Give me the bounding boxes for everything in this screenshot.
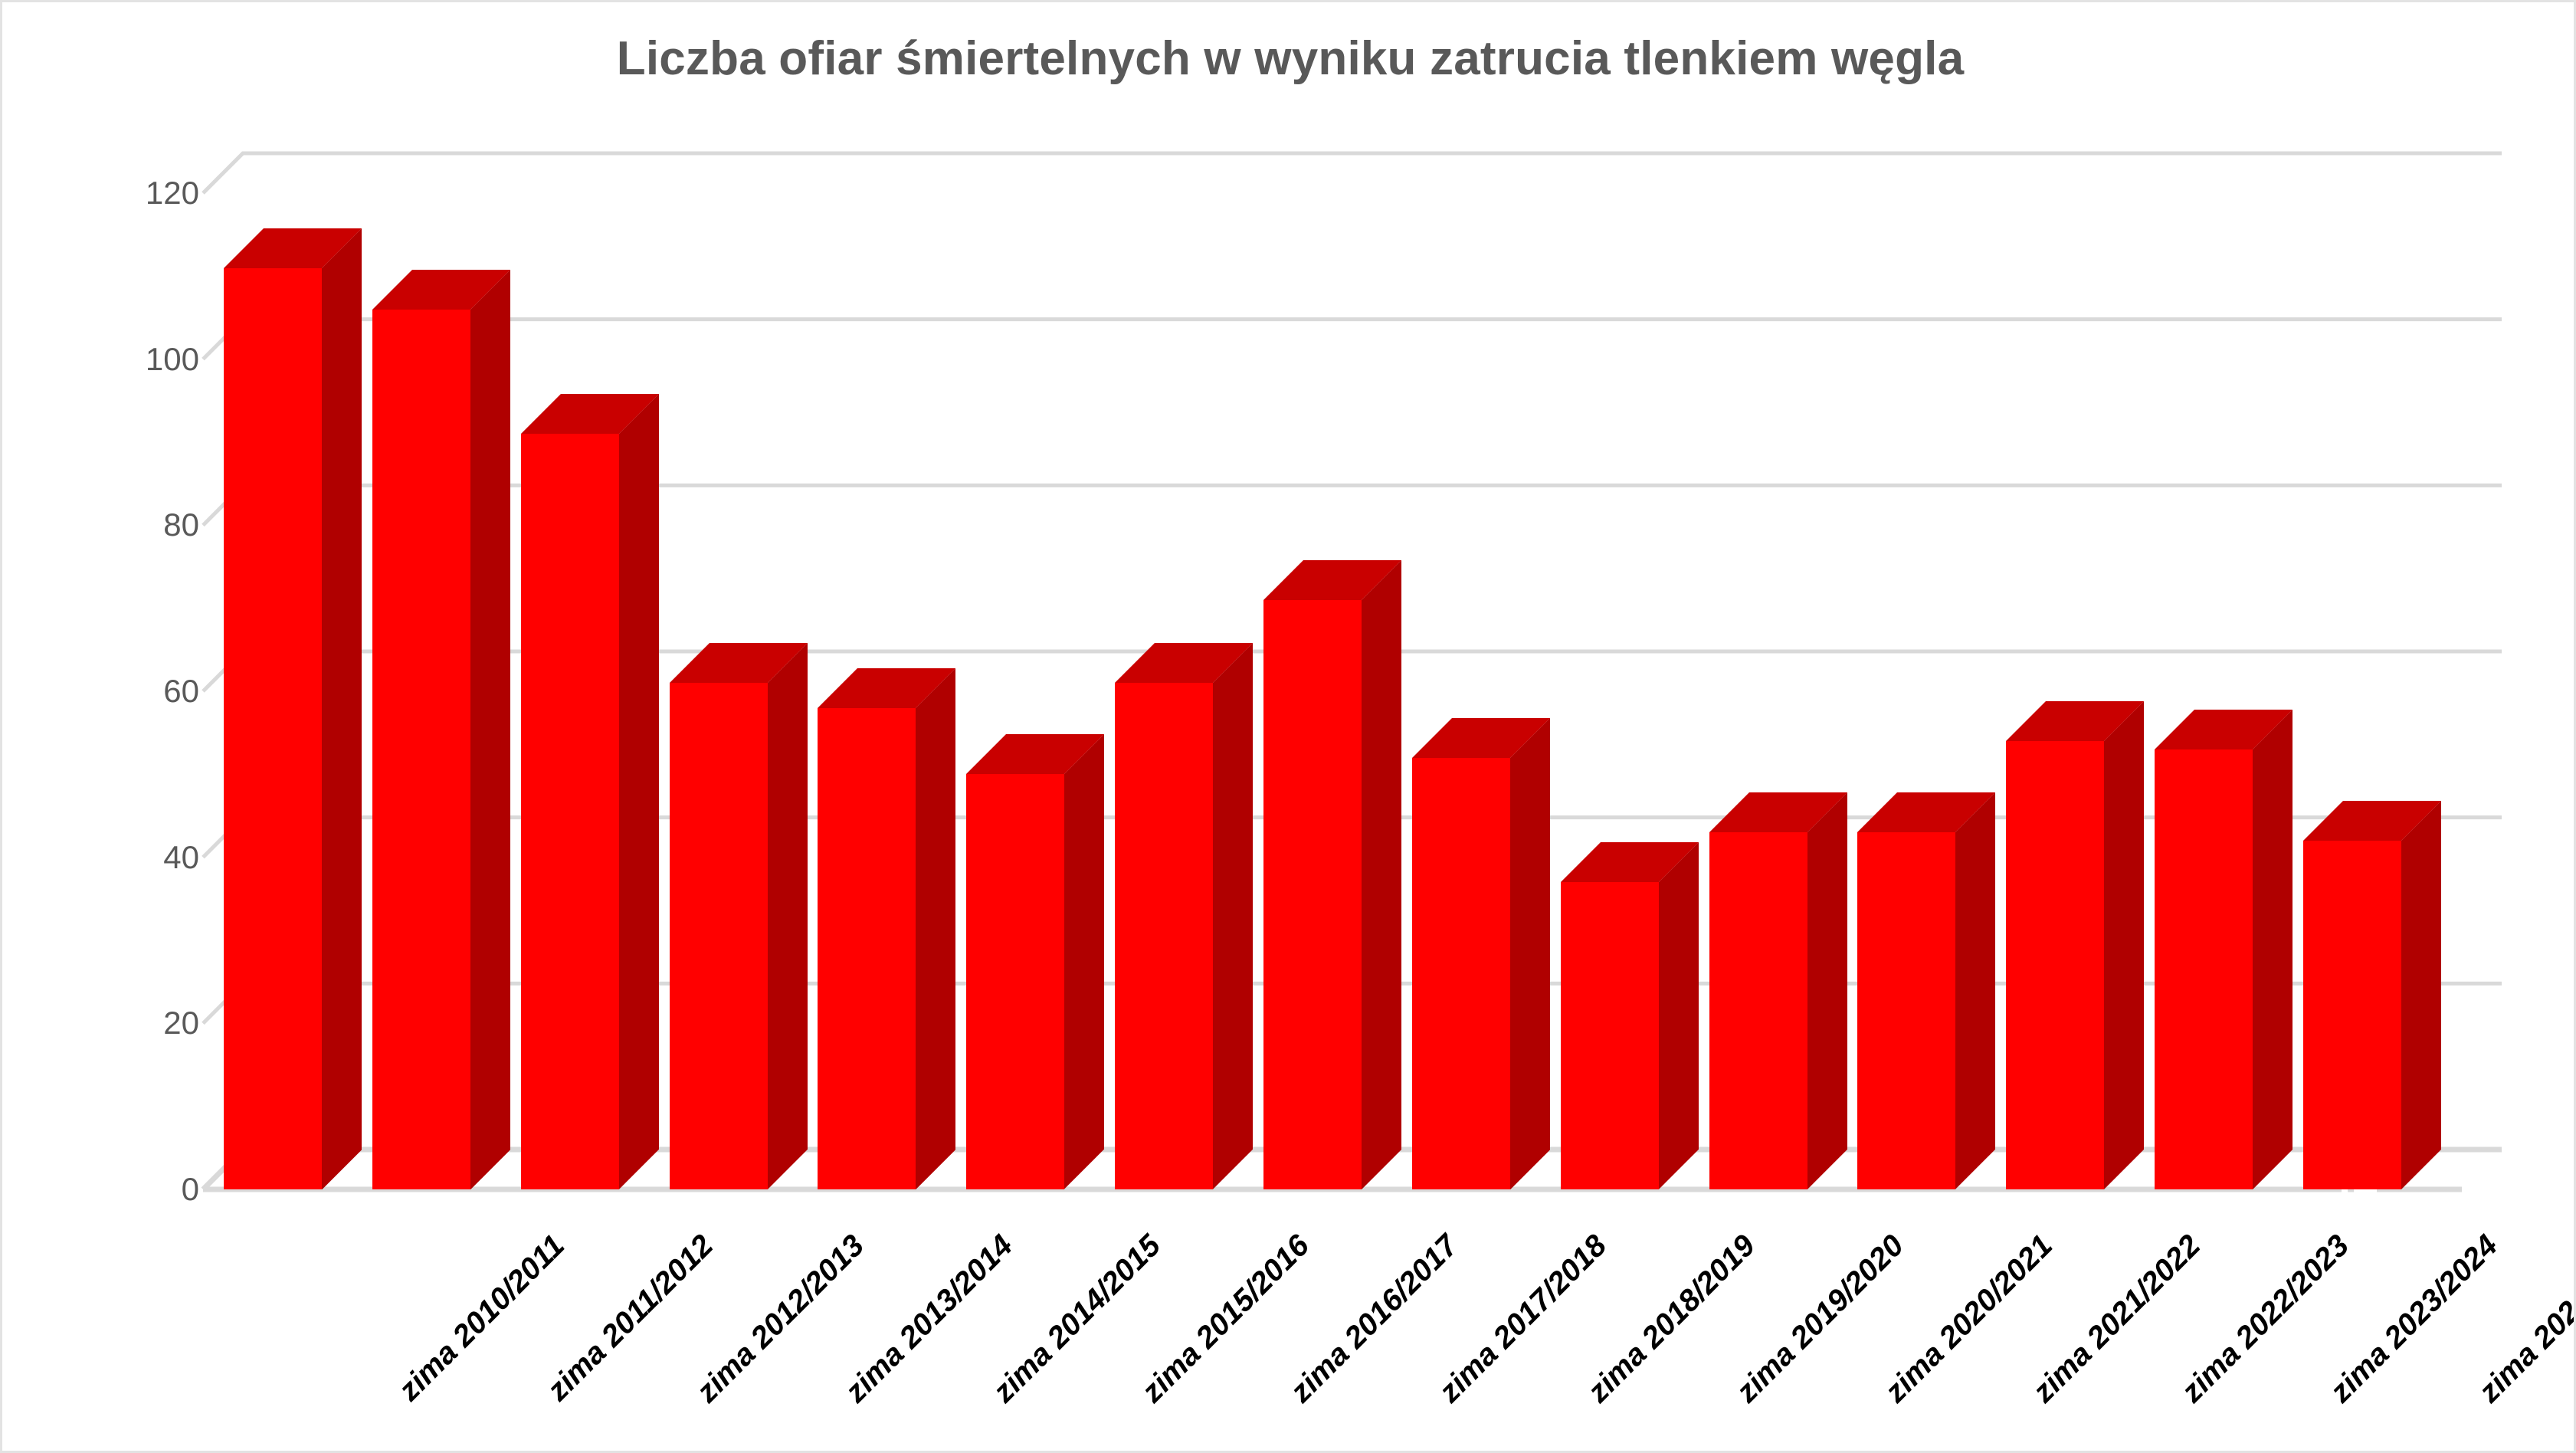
bar-top-face — [1115, 643, 1254, 684]
bar-side-face — [1658, 842, 1699, 1189]
bar-side-face — [618, 394, 659, 1189]
bar-top-face — [2155, 709, 2293, 749]
bar-side-face — [1064, 734, 1105, 1189]
bar-top-face — [2303, 801, 2442, 841]
y-axis-tick-label: 60 — [163, 673, 199, 709]
bar-top-face — [2006, 701, 2145, 741]
bar-side-face — [2104, 701, 2145, 1189]
bar-top-face — [818, 667, 956, 708]
bar-top-face — [223, 228, 362, 268]
bar-column[interactable] — [1115, 643, 1254, 1189]
bar-column[interactable] — [2303, 801, 2442, 1189]
bar-side-face — [470, 269, 510, 1189]
bar-front-face — [372, 309, 470, 1189]
bar-front-face — [2006, 741, 2105, 1189]
bar-front-face — [1115, 683, 1214, 1189]
bar-column[interactable] — [966, 734, 1105, 1189]
bar-side-face — [2401, 801, 2442, 1189]
y-axis-tick-label: 100 — [145, 340, 199, 377]
bar-top-face — [1263, 559, 1401, 600]
bar-top-face — [1857, 792, 1996, 833]
bar-top-face — [1560, 842, 1699, 883]
bar-side-face — [916, 667, 956, 1189]
bar-top-face — [1709, 792, 1847, 833]
bar-front-face — [818, 707, 916, 1189]
bar-front-face — [966, 774, 1065, 1189]
gridline — [202, 317, 2502, 361]
gridline — [202, 151, 2502, 195]
bar-front-face — [1411, 757, 1510, 1189]
bar-front-face — [223, 267, 322, 1189]
bar-top-face — [520, 394, 659, 435]
bar-side-face — [767, 643, 808, 1189]
bar-side-face — [1807, 792, 1847, 1189]
bar-column[interactable] — [818, 667, 956, 1189]
bar-top-face — [1411, 717, 1550, 758]
bar-front-face — [2303, 841, 2402, 1189]
y-axis-tick-label: 80 — [163, 507, 199, 543]
bar-column[interactable] — [2006, 701, 2145, 1189]
bar-column[interactable] — [1857, 792, 1996, 1189]
bar-front-face — [1263, 599, 1362, 1189]
bar-column[interactable] — [2155, 709, 2293, 1189]
bar-front-face — [669, 683, 768, 1189]
bar-side-face — [1509, 717, 1550, 1189]
bar-top-face — [669, 643, 808, 684]
bar-column[interactable] — [372, 269, 510, 1189]
bar-front-face — [1709, 832, 1807, 1189]
bar-front-face — [520, 434, 619, 1189]
chart-title: Liczba ofiar śmiertelnych w wyniku zatru… — [616, 32, 1965, 85]
bar-top-face — [372, 269, 510, 310]
bar-side-face — [321, 228, 362, 1189]
y-axis-tick-label: 40 — [163, 838, 199, 875]
bar-front-face — [1560, 882, 1659, 1189]
bar-column[interactable] — [669, 643, 808, 1189]
bar-front-face — [1857, 832, 1956, 1189]
bar-column[interactable] — [520, 394, 659, 1189]
bar-column[interactable] — [1709, 792, 1847, 1189]
bar-side-face — [1213, 643, 1254, 1189]
bar-column[interactable] — [223, 228, 362, 1189]
y-axis-tick-label: 0 — [181, 1171, 199, 1207]
bar-side-face — [2253, 709, 2293, 1189]
bar-side-face — [1955, 792, 1996, 1189]
bar-side-face — [1362, 559, 1401, 1189]
bar-front-face — [2155, 749, 2253, 1189]
bar-top-face — [966, 734, 1105, 775]
bar-column[interactable] — [1411, 717, 1550, 1189]
y-axis-tick-label: 20 — [163, 1005, 199, 1041]
bar-column[interactable] — [1263, 559, 1401, 1189]
y-axis-tick-label: 120 — [145, 175, 199, 211]
bar-column[interactable] — [1560, 842, 1699, 1189]
